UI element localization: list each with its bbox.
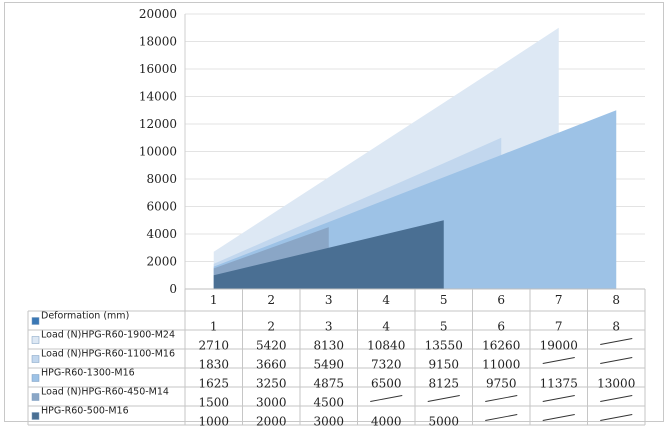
chart-frame [4, 2, 664, 422]
empty-cell-slash [600, 338, 633, 345]
y-tick-label: 4000 [146, 227, 177, 241]
table-cell-value: 19000 [540, 339, 578, 353]
y-tick-label: 0 [169, 282, 177, 296]
table-cell-value: 1500 [198, 396, 229, 410]
legend-label: HPG-R60-1300-M16 [41, 368, 135, 379]
legend-key [31, 355, 40, 363]
empty-cell-slash [600, 357, 633, 364]
table-cell-value: 1 [210, 320, 218, 334]
table-cell-value: 16260 [482, 339, 520, 353]
empty-cell-slash [485, 395, 518, 402]
x-tick-label: 7 [555, 293, 563, 307]
table-cell-value: 3000 [256, 396, 287, 410]
table-cell-value: 4000 [371, 415, 402, 427]
table-cell-value: 5420 [256, 339, 287, 353]
table-cell-value: 9150 [428, 358, 459, 372]
empty-cell-slash [542, 357, 575, 364]
table-cell-value: 4875 [313, 377, 344, 391]
table-cell-value: 1625 [198, 377, 229, 391]
table-cell-value: 5490 [313, 358, 344, 372]
table-cell-value: 13000 [597, 377, 635, 391]
legend-key [31, 412, 40, 420]
table-cell-value: 3250 [256, 377, 287, 391]
legend-key [31, 317, 40, 325]
table-cell-value: 3000 [313, 415, 344, 427]
legend-label: Load (N)HPG-R60-450-M14 [41, 387, 169, 398]
area-series [213, 220, 444, 289]
legend-label: Deformation (mm) [41, 311, 129, 322]
legend-label: HPG-R60-500-M16 [41, 406, 129, 417]
table-cell-value: 7 [555, 320, 563, 334]
legend-label: Load (N)HPG-R60-1100-M16 [41, 349, 175, 360]
table-cell-value: 8130 [313, 339, 344, 353]
y-tick-label: 12000 [139, 117, 177, 131]
x-tick-label: 4 [382, 293, 390, 307]
empty-cell-slash [370, 395, 403, 402]
table-cell-value: 2000 [256, 415, 287, 427]
x-tick-label: 5 [440, 293, 448, 307]
table-cell-value: 3660 [256, 358, 287, 372]
table-cell-value: 7320 [371, 358, 402, 372]
y-tick-label: 16000 [139, 62, 177, 76]
empty-cell-slash [427, 395, 460, 402]
table-cell-value: 6500 [371, 377, 402, 391]
empty-cell-slash [542, 414, 575, 421]
y-tick-label: 8000 [146, 172, 177, 186]
empty-cell-slash [485, 414, 518, 421]
x-tick-label: 3 [325, 293, 333, 307]
y-tick-label: 6000 [146, 200, 177, 214]
table-cell-value: 1000 [198, 415, 229, 427]
x-tick-label: 2 [267, 293, 275, 307]
y-tick-label: 14000 [139, 90, 177, 104]
legend-key [31, 374, 40, 382]
empty-cell-slash [542, 395, 575, 402]
table-cell-value: 8125 [428, 377, 459, 391]
table-cell-value: 13550 [425, 339, 463, 353]
y-tick-label: 18000 [139, 35, 177, 49]
table-cell-value: 3 [325, 320, 333, 334]
x-tick-label: 8 [612, 293, 620, 307]
y-tick-label: 10000 [139, 145, 177, 159]
table-cell-value: 10840 [367, 339, 405, 353]
table-cell-value: 2710 [198, 339, 229, 353]
legend-label: Load (N)HPG-R60-1900-M24 [41, 330, 175, 341]
legend-key [31, 393, 40, 401]
x-tick-label: 1 [210, 293, 218, 307]
y-tick-label: 2000 [146, 255, 177, 269]
table-cell-value: 11000 [482, 358, 520, 372]
x-tick-label: 6 [497, 293, 505, 307]
table-cell-value: 4 [382, 320, 390, 334]
table-cell-value: 1830 [198, 358, 229, 372]
table-cell-value: 8 [612, 320, 620, 334]
table-cell-value: 5 [440, 320, 448, 334]
empty-cell-slash [600, 395, 633, 402]
table-cell-value: 2 [267, 320, 275, 334]
table-cell-value: 4500 [313, 396, 344, 410]
table-cell-value: 6 [497, 320, 505, 334]
legend-key [31, 336, 40, 344]
table-cell-value: 11375 [540, 377, 578, 391]
table-cell-value: 5000 [428, 415, 459, 427]
y-tick-label: 20000 [139, 7, 177, 21]
table-cell-value: 9750 [486, 377, 517, 391]
empty-cell-slash [600, 414, 633, 421]
